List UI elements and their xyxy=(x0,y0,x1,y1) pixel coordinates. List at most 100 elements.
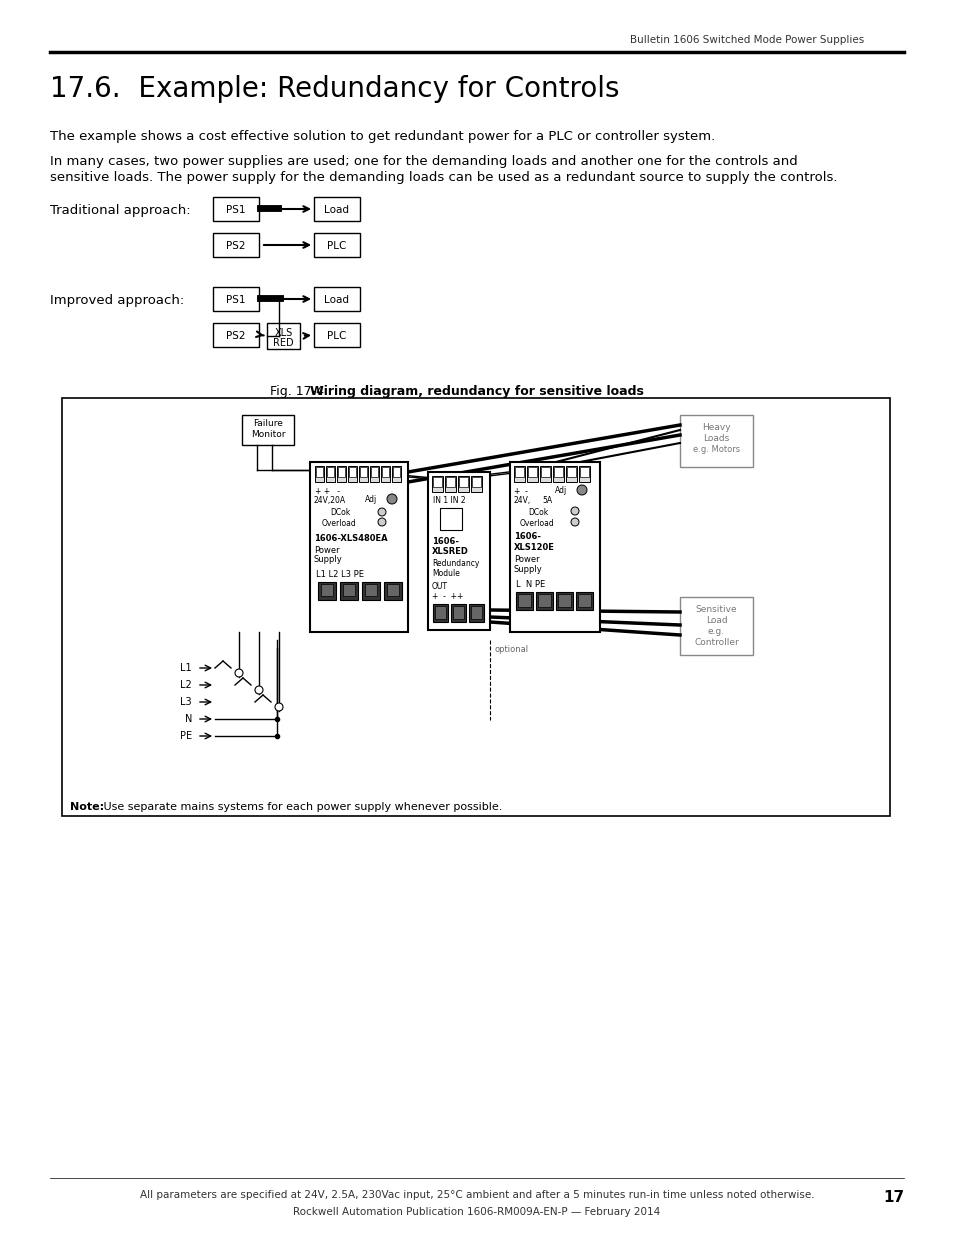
Text: 17: 17 xyxy=(882,1191,903,1205)
Bar xyxy=(326,466,335,482)
Circle shape xyxy=(571,508,578,515)
Text: Bulletin 1606 Switched Mode Power Supplies: Bulletin 1606 Switched Mode Power Suppli… xyxy=(629,35,863,44)
Bar xyxy=(516,592,533,610)
Text: 1606-: 1606- xyxy=(432,537,458,546)
Bar xyxy=(393,467,399,477)
Bar xyxy=(314,324,359,347)
Text: Overload: Overload xyxy=(322,519,356,529)
Text: Loads: Loads xyxy=(702,433,729,443)
Text: Power: Power xyxy=(314,546,339,555)
Text: Sensitive: Sensitive xyxy=(695,605,737,614)
Bar xyxy=(471,606,481,619)
Text: PS2: PS2 xyxy=(226,241,246,251)
Bar xyxy=(540,467,550,477)
Bar xyxy=(679,415,752,467)
Circle shape xyxy=(377,508,386,516)
Text: 24V,: 24V, xyxy=(514,496,531,505)
Bar xyxy=(213,198,258,221)
Bar xyxy=(358,466,368,482)
Text: Supply: Supply xyxy=(314,555,342,564)
Bar xyxy=(315,467,323,477)
Bar xyxy=(361,582,379,600)
Bar xyxy=(444,475,456,492)
Text: Controller: Controller xyxy=(694,638,739,647)
Bar xyxy=(314,466,324,482)
Bar xyxy=(359,467,367,477)
Text: +  -: + - xyxy=(514,487,527,496)
Bar xyxy=(510,462,599,632)
Text: Redundancy: Redundancy xyxy=(432,559,478,568)
Bar xyxy=(536,592,553,610)
Text: L1: L1 xyxy=(180,663,192,673)
Bar xyxy=(381,467,389,477)
Text: 17.6.  Example: Redundancy for Controls: 17.6. Example: Redundancy for Controls xyxy=(50,75,618,103)
Text: L1 L2 L3 PE: L1 L2 L3 PE xyxy=(315,571,364,579)
Bar xyxy=(515,467,523,477)
Bar xyxy=(446,477,455,487)
Bar xyxy=(565,466,577,482)
Text: Module: Module xyxy=(432,569,459,578)
Text: 5A: 5A xyxy=(541,496,552,505)
Text: The example shows a cost effective solution to get redundant power for a PLC or : The example shows a cost effective solut… xyxy=(50,130,715,143)
Bar xyxy=(514,466,524,482)
Bar xyxy=(679,597,752,655)
Bar xyxy=(349,467,355,477)
Bar xyxy=(435,606,446,619)
Text: Load: Load xyxy=(324,205,349,215)
Bar xyxy=(339,582,357,600)
Bar xyxy=(433,477,441,487)
Text: Wiring diagram, redundancy for sensitive loads: Wiring diagram, redundancy for sensitive… xyxy=(310,385,643,398)
Bar xyxy=(578,466,589,482)
Text: XLS: XLS xyxy=(274,329,293,338)
Circle shape xyxy=(571,517,578,526)
Bar xyxy=(320,584,333,597)
Bar xyxy=(453,606,463,619)
Text: N: N xyxy=(185,714,192,724)
Bar xyxy=(432,475,442,492)
Text: Load: Load xyxy=(705,616,726,625)
Bar xyxy=(343,584,355,597)
Bar xyxy=(433,604,448,622)
Text: Overload: Overload xyxy=(519,519,554,529)
Bar xyxy=(537,594,551,606)
Text: Traditional approach:: Traditional approach: xyxy=(50,204,191,217)
Bar xyxy=(387,584,398,597)
Bar xyxy=(62,398,889,816)
Bar xyxy=(314,233,359,257)
Bar xyxy=(317,582,335,600)
Bar xyxy=(578,594,590,606)
Circle shape xyxy=(234,669,243,677)
Bar xyxy=(469,604,483,622)
Text: optional: optional xyxy=(495,645,529,655)
Text: Adj: Adj xyxy=(365,495,376,504)
Text: IN 1 IN 2: IN 1 IN 2 xyxy=(433,496,465,505)
Bar xyxy=(526,466,537,482)
Bar xyxy=(558,594,571,606)
Text: DCok: DCok xyxy=(527,508,548,517)
Text: Monitor: Monitor xyxy=(251,430,285,438)
Text: DCok: DCok xyxy=(330,508,350,517)
Text: In many cases, two power supplies are used; one for the demanding loads and anot: In many cases, two power supplies are us… xyxy=(50,156,797,168)
Circle shape xyxy=(274,703,283,711)
Circle shape xyxy=(254,685,263,694)
Bar xyxy=(384,582,401,600)
Bar xyxy=(392,466,400,482)
Bar xyxy=(365,584,376,597)
Text: PLC: PLC xyxy=(327,331,346,341)
Text: Note:: Note: xyxy=(70,802,104,811)
Bar xyxy=(327,467,334,477)
Bar xyxy=(457,475,469,492)
Circle shape xyxy=(377,517,386,526)
Text: Adj: Adj xyxy=(555,487,567,495)
Text: Load: Load xyxy=(324,295,349,305)
Text: sensitive loads. The power supply for the demanding loads can be used as a redun: sensitive loads. The power supply for th… xyxy=(50,170,837,184)
Text: e.g. Motors: e.g. Motors xyxy=(692,445,740,454)
Text: Use separate mains systems for each power supply whenever possible.: Use separate mains systems for each powe… xyxy=(100,802,502,811)
Text: Failure: Failure xyxy=(253,419,283,429)
Bar xyxy=(370,466,378,482)
Bar xyxy=(553,466,563,482)
Bar xyxy=(471,475,481,492)
Bar xyxy=(314,287,359,311)
Text: PS1: PS1 xyxy=(226,205,246,215)
Text: RED: RED xyxy=(273,338,294,348)
